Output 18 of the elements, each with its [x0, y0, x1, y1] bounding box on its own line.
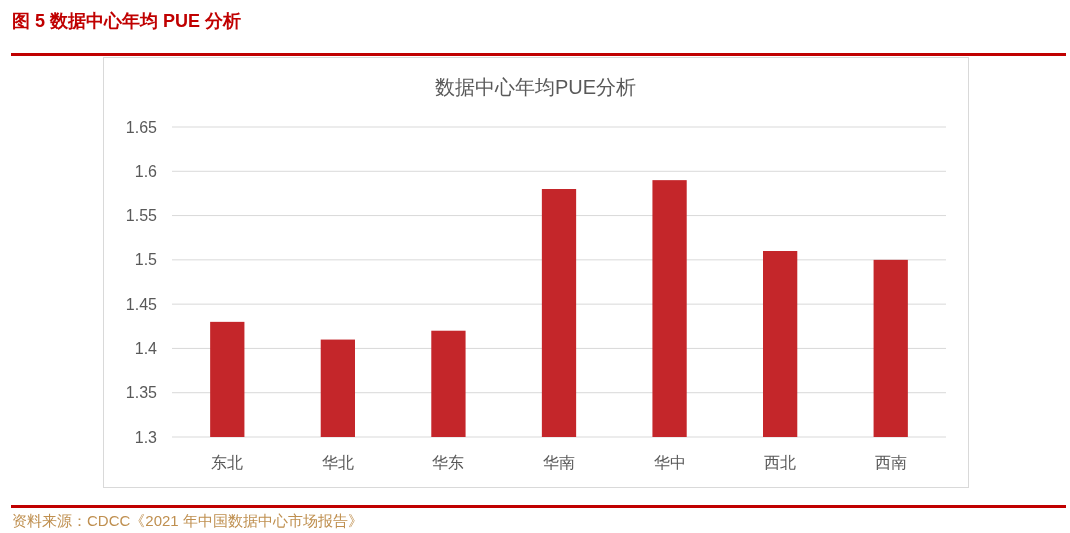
text: 资料来源：CDCC《2021 年中国数据中心市场报告》	[12, 512, 363, 529]
y-tick-label: 1.3	[134, 428, 158, 446]
x-tick-label: 华东	[432, 454, 465, 471]
y-tick-label: 1.55	[125, 207, 158, 225]
x-tick-label: 华南	[543, 454, 575, 471]
x-tick-label: 西南	[874, 454, 907, 471]
y-tick-label: 1.45	[125, 295, 158, 313]
x-tick-label: 东北	[211, 454, 244, 471]
caption: 图 5 数据中心年均 PUE 分析	[12, 11, 242, 31]
x-tick-label: 华中	[653, 454, 686, 471]
y-tick-label: 1.5	[134, 251, 158, 269]
chart-title: 数据中心年均PUE分析	[434, 76, 637, 98]
y-tick-label: 1.6	[134, 162, 158, 180]
y-tick-label: 1.35	[125, 384, 158, 402]
x-tick-label: 华北	[321, 454, 354, 471]
y-tick-label: 1.65	[125, 118, 158, 136]
x-tick-label: 西北	[764, 454, 797, 471]
y-tick-label: 1.4	[134, 340, 158, 358]
